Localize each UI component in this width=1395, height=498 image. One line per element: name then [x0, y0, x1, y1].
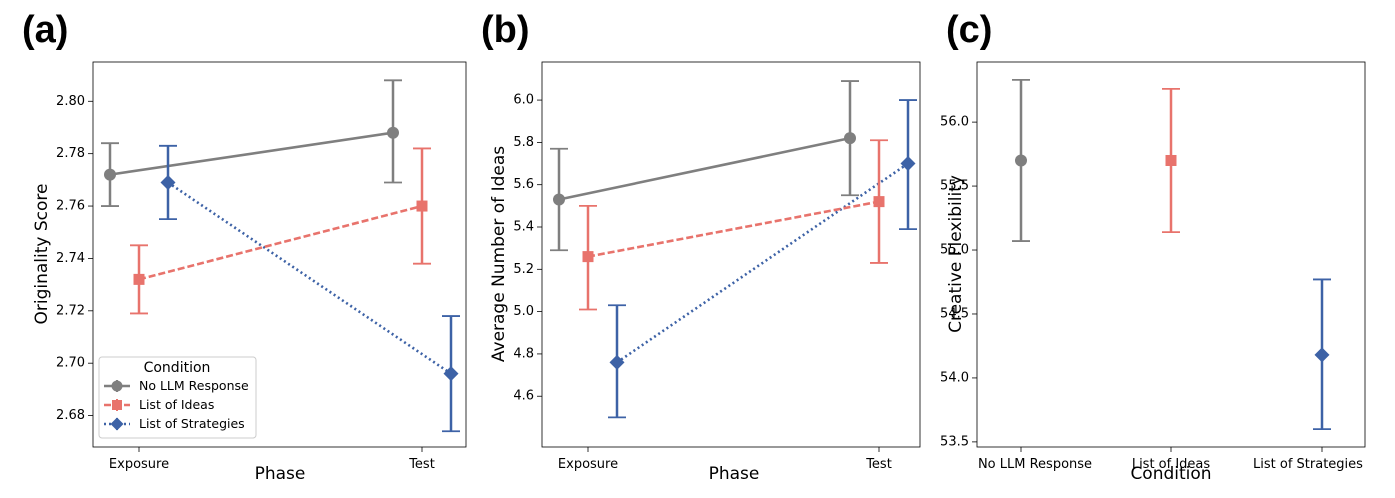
panel-b-y-tick-label-6: 5.8 [513, 135, 534, 150]
panel-a-point-list-of-ideas-test [416, 200, 428, 212]
panel-c: (c) 53.5 54.0 54.5 55.0 55.5 56.0 No LLM Resp… [940, 9, 1366, 484]
legend-box [98, 356, 257, 439]
panel-a-x-tick-label-test: Test [408, 457, 435, 472]
legend-entry-list-of-ideas: List of Ideas [104, 397, 214, 412]
panel-b-x-tick-label-test: Test [865, 457, 892, 472]
panel-b-label: (b) [481, 9, 530, 51]
panel-c-point-list-of-ideas [1165, 154, 1177, 166]
panel-a-point-list-of-strategies-test [443, 366, 459, 382]
panel-c-x-axis-label: Condition [1130, 464, 1211, 484]
panel-a-line-no-llm-response [109, 131, 394, 176]
panel-a-x-tick-label-exposure: Exposure [109, 457, 169, 472]
legend-marker-square [112, 400, 122, 410]
panel-c-y-tick-label-5: 56.0 [940, 115, 969, 130]
panel-b-point-list-of-ideas-test [873, 196, 885, 208]
legend-entry-no-llm-response: No LLM Response [104, 378, 249, 393]
panel-c-y-tick-label-2: 54.5 [940, 306, 969, 321]
legend-label-list-of-ideas: List of Ideas [139, 397, 214, 412]
panel-b-x-tick-label-exposure: Exposure [558, 457, 618, 472]
panel-b-y-axis-label: Average Number of Ideas [489, 146, 509, 362]
legend-label-list-of-strategies: List of Strategies [139, 416, 245, 431]
panel-a-y-tick-label-0: 2.68 [56, 408, 85, 423]
legend-entry-list-of-strategies: List of Strategies [104, 416, 245, 431]
panel-a-label: (a) [22, 9, 68, 51]
panel-a-x-ticks: Exposure Test [109, 447, 435, 472]
panel-c-y-tick-label-0: 53.5 [940, 434, 969, 449]
panel-b-line-list-of-strategies [616, 162, 909, 364]
panel-b-y-tick-label-1: 4.8 [513, 346, 534, 361]
panel-c-y-axis-label: Creative Flexibility [946, 175, 966, 333]
panel-a-point-list-of-ideas-exposure [133, 273, 145, 285]
panel-a-point-no-llm-response-exposure [104, 168, 116, 181]
legend-title: Condition [144, 360, 211, 376]
panel-b-y-tick-label-7: 6.0 [513, 93, 534, 108]
panel-b-y-tick-label-4: 5.4 [513, 220, 534, 235]
panel-a-y-ticks: 2.68 2.70 2.72 2.74 2.76 2.78 2.80 [56, 94, 93, 423]
panel-c-y-tick-label-4: 55.5 [940, 179, 969, 194]
panel-b-y-tick-label-5: 5.6 [513, 177, 534, 192]
panel-c-label: (c) [946, 9, 992, 51]
panel-c-x-ticks: No LLM Response List of Ideas List of St… [978, 447, 1363, 472]
panel-b-y-tick-label-3: 5.2 [513, 262, 534, 277]
panel-a-y-axis-label: Originality Score [32, 184, 52, 325]
panel-a-x-axis-label: Phase [255, 464, 306, 484]
legend-marker-circle [111, 380, 123, 392]
panel-a-y-tick-label-5: 2.78 [56, 146, 85, 161]
panel-b-x-ticks: Exposure Test [558, 447, 892, 472]
panel-b-point-list-of-strategies-exposure [609, 354, 625, 370]
panel-a-line-list-of-strategies [167, 181, 452, 375]
panel-b-point-no-llm-response-exposure [553, 193, 565, 206]
panel-b-line-list-of-ideas [587, 200, 880, 258]
panel-a-y-tick-label-6: 2.80 [56, 94, 85, 109]
panel-b-point-list-of-strategies-test [900, 156, 916, 172]
panel-c-point-list-of-strategies [1314, 347, 1330, 363]
panel-a-y-tick-label-1: 2.70 [56, 356, 85, 371]
panel-b: (b) 4.6 4.8 5.0 5.2 5.4 5.6 5.8 6.0 Exposure Te… [481, 9, 921, 484]
panel-a-plot-area [92, 61, 467, 448]
panel-b-y-ticks: 4.6 4.8 5.0 5.2 5.4 5.6 5.8 6.0 [513, 93, 542, 404]
panel-b-plot-area [541, 61, 921, 448]
panel-c-x-tick-label-list-of-ideas: List of Ideas [1132, 457, 1211, 472]
panel-a-y-tick-label-4: 2.76 [56, 199, 85, 214]
panel-a-point-no-llm-response-test [387, 126, 399, 139]
panel-c-y-ticks: 53.5 54.0 54.5 55.0 55.5 56.0 [940, 115, 977, 449]
panel-b-x-axis-label: Phase [709, 464, 760, 484]
panel-b-series [550, 80, 917, 419]
panel-c-y-tick-label-3: 55.0 [940, 243, 969, 258]
panel-a-line-list-of-ideas [138, 204, 423, 281]
panel-c-x-tick-label-list-of-strategies: List of Strategies [1253, 457, 1363, 472]
legend-label-no-llm-response: No LLM Response [139, 378, 249, 393]
panel-c-series [1012, 79, 1331, 430]
panel-b-point-no-llm-response-test [844, 132, 856, 145]
legend-marker-diamond [110, 417, 124, 431]
panel-b-y-tick-label-2: 5.0 [513, 304, 534, 319]
panel-c-x-tick-label-no-llm-response: No LLM Response [978, 457, 1092, 472]
panel-a-y-tick-label-2: 2.72 [56, 303, 85, 318]
panel-b-line-no-llm-response [558, 136, 851, 201]
panel-c-y-tick-label-1: 54.0 [940, 370, 969, 385]
panel-c-point-no-llm-response [1015, 154, 1027, 167]
panel-a-y-tick-label-3: 2.74 [56, 251, 85, 266]
panel-b-y-tick-label-0: 4.6 [513, 389, 534, 404]
legend: Condition No LLM Response List of Ideas … [98, 356, 257, 439]
panel-a: (a) 2.68 2.70 2.72 2.74 2.76 2.78 2.80 Exposur… [22, 9, 467, 484]
panel-b-point-list-of-ideas-exposure [582, 251, 594, 263]
panel-a-point-list-of-strategies-exposure [160, 174, 176, 190]
panel-a-series [101, 79, 460, 433]
